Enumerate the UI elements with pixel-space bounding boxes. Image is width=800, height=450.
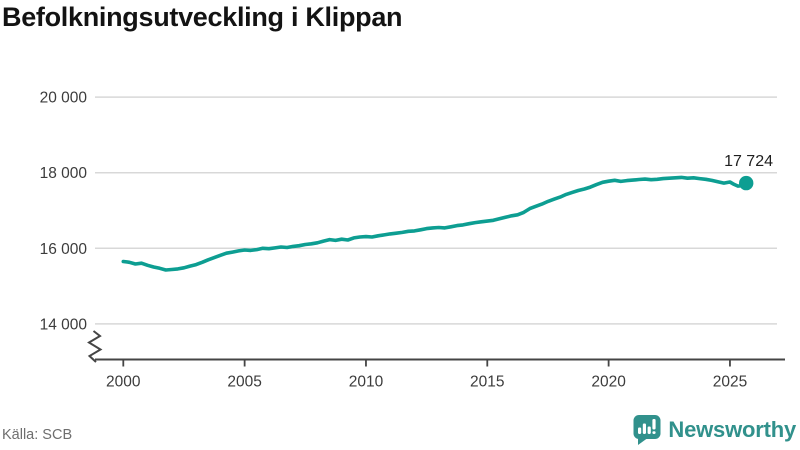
gridlines-layer: 20 000 18 000 16 000 14 000 <box>40 90 777 333</box>
y-axis-break-icon <box>87 330 103 363</box>
x-tick-label: 2005 <box>227 374 261 391</box>
x-tick-label: 2015 <box>470 374 504 391</box>
x-tick-label: 2020 <box>591 374 626 391</box>
newsworthy-speech-bubble-bar-chart-icon <box>633 415 661 445</box>
population-line <box>121 175 748 272</box>
y-tick-label: 18 000 <box>40 165 88 182</box>
latest-value-annotation: 17 724 <box>724 153 773 170</box>
source-label: Källa: SCB <box>2 427 73 443</box>
series-layer <box>121 175 754 272</box>
y-tick-label: 16 000 <box>40 241 88 258</box>
y-tick-label: 20 000 <box>40 90 88 107</box>
brand-name: Newsworthy <box>668 417 796 442</box>
x-tick-label: 2010 <box>349 374 384 391</box>
x-tick-label: 2025 <box>713 374 747 391</box>
y-tick-label: 14 000 <box>40 316 88 333</box>
x-tick-label: 2000 <box>106 374 141 391</box>
chart-title: Befolkningsutveckling i Klippan <box>2 2 403 32</box>
latest-value-dot <box>739 175 754 191</box>
newsworthy-logo-link[interactable]: Newsworthy <box>633 414 796 446</box>
axes-layer: 2000 2005 2010 2015 2020 2025 <box>87 330 785 391</box>
